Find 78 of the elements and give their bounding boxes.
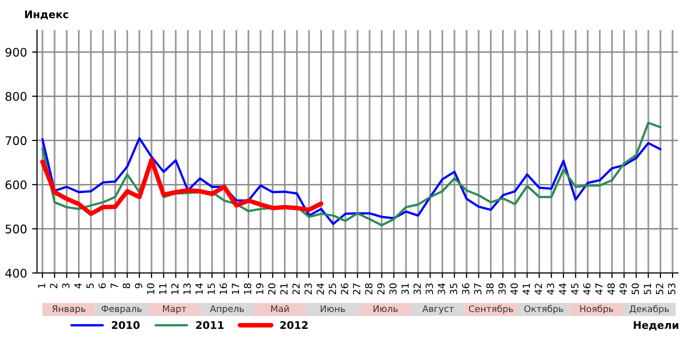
x-tick-label: 13 [183, 284, 191, 294]
text: Июль [374, 305, 398, 312]
x-tick-label: 1 [38, 284, 46, 288]
y-axis-title: Индекс [25, 10, 68, 20]
y-tick-label: 400 [5, 268, 26, 278]
text: Декабрь [630, 305, 669, 314]
x-tick-label: 6 [98, 283, 106, 288]
x-tick-label: 27 [352, 284, 360, 294]
y-tick-label: 500 [6, 224, 26, 234]
line-series [41, 137, 662, 226]
x-tick-label: 3 [62, 284, 70, 288]
x-tick-label: 21 [280, 284, 288, 294]
x-tick-label: 11 [159, 284, 166, 294]
x-tick-label: 16 [220, 283, 228, 294]
x-tick-label: 31 [401, 284, 409, 294]
x-tick-label: 50 [632, 283, 640, 294]
legend-label: 2011 [196, 321, 224, 330]
x-tick-label: 36 [462, 283, 470, 294]
x-tick-label: 51 [644, 284, 652, 294]
x-tick-label: 37 [474, 284, 482, 294]
x-tick-label: 32 [414, 284, 421, 294]
x-tick-label: 12 [171, 284, 178, 294]
x-tick-label: 17 [232, 284, 240, 294]
x-tick-label: 45 [571, 284, 578, 295]
text: Январь [52, 305, 86, 314]
x-tick-label: 8 [122, 283, 130, 288]
x-tick-label: 14 [196, 283, 203, 294]
x-tick-label: 48 [607, 283, 615, 295]
x-tick-label: 10 [146, 283, 154, 294]
x-axis-title: Недели [634, 321, 678, 330]
x-tick-label: 44 [559, 283, 566, 295]
x-tick-label: 5 [86, 284, 94, 288]
y-tick-label: 600 [6, 180, 26, 190]
x-tick-label: 2 [50, 284, 58, 288]
legend-label: 2012 [280, 321, 308, 330]
x-tick-label: 29 [377, 283, 385, 294]
x-tick-label: 47 [595, 284, 603, 295]
x-tick-label: 46 [583, 283, 591, 295]
x-tick-label: 18 [244, 283, 252, 294]
y-tick-label: 800 [6, 92, 26, 101]
text: Февраль [102, 305, 142, 314]
text: Ноябрь [580, 305, 614, 314]
x-tick-label: 35 [450, 284, 458, 294]
x-tick-label: 53 [668, 284, 676, 294]
x-tick-label: 41 [522, 284, 530, 295]
legend-label: 2010 [112, 321, 140, 330]
x-tick-label: 20 [268, 283, 276, 294]
text: Апрель [210, 305, 244, 314]
x-tick-label: 40 [510, 283, 518, 295]
x-tick-label: 19 [256, 283, 264, 294]
x-tick-label: 43 [546, 284, 554, 295]
x-tick-label: 24 [316, 283, 324, 294]
x-tick-label: 23 [304, 284, 312, 294]
x-tick-label: 52 [656, 284, 664, 294]
x-tick-label: 25 [328, 284, 336, 294]
y-tick-label: 900 [5, 48, 26, 57]
text: Март [163, 305, 186, 314]
x-tick-label: 30 [389, 283, 397, 294]
y-tick-label: 700 [6, 136, 26, 146]
x-tick-label: 22 [292, 284, 300, 294]
text: Июнь [320, 305, 345, 312]
x-tick-label: 34 [438, 283, 446, 294]
text: Сентябрь [468, 305, 513, 314]
x-tick-label: 33 [426, 284, 434, 294]
line-series [40, 158, 324, 216]
x-tick-label: 26 [340, 283, 348, 294]
x-tick-label: 7 [110, 284, 118, 288]
x-tick-label: 28 [365, 283, 372, 294]
x-tick-label: 38 [486, 283, 494, 294]
text: Август [422, 305, 454, 314]
x-tick-label: 15 [208, 284, 215, 294]
x-tick-label: 4 [74, 283, 82, 288]
x-tick-label: 9 [134, 283, 142, 288]
text: Май [271, 305, 289, 312]
x-tick-label: 39 [498, 283, 506, 294]
x-tick-label: 42 [534, 284, 542, 295]
text: Октябрь [524, 305, 564, 314]
x-tick-label: 49 [620, 283, 627, 295]
